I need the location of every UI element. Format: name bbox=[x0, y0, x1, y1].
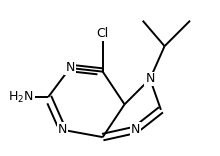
Text: N: N bbox=[131, 123, 140, 136]
Text: N: N bbox=[145, 72, 155, 85]
Text: Cl: Cl bbox=[97, 27, 109, 40]
Text: H$_2$N: H$_2$N bbox=[8, 90, 34, 105]
Text: N: N bbox=[65, 61, 75, 75]
Text: N: N bbox=[58, 123, 67, 136]
